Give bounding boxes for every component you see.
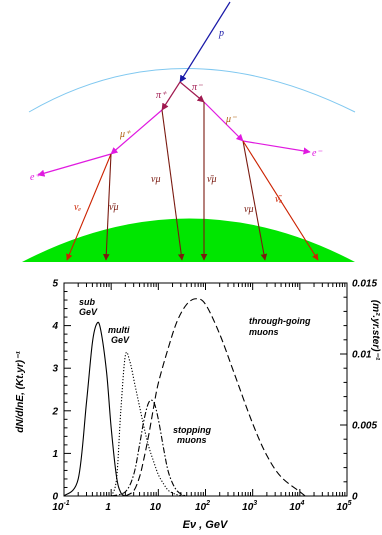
y-left-tick-label: 3 bbox=[52, 364, 58, 375]
multi-gev-annotation-1: multi bbox=[108, 325, 130, 335]
y-left-tick-label: 4 bbox=[51, 321, 58, 332]
y-right-tick-label: 0.01 bbox=[352, 350, 372, 361]
y-left-tick-label: 2 bbox=[51, 406, 58, 417]
pion-minus-track bbox=[179, 81, 205, 103]
pion-plus-track bbox=[161, 81, 181, 111]
nu-mu-mid-track bbox=[161, 109, 185, 261]
y-right-tick-label: 0.015 bbox=[352, 279, 377, 290]
x-tick-label: 102 bbox=[195, 500, 210, 513]
nu-mu-bar-left-track bbox=[102, 153, 112, 261]
nu-mu-right-label: νμ bbox=[244, 204, 253, 215]
nu-e-bar-label: ν̄ₑ bbox=[275, 194, 282, 205]
x-tick-label: 103 bbox=[242, 500, 257, 513]
y-left-tick-label: 5 bbox=[52, 279, 58, 290]
series-line-multi-gev bbox=[110, 351, 187, 496]
sub-gev-annotation-1: sub bbox=[79, 297, 96, 307]
left-axis-title: dN/dlnE, (Kt.yr)⁻¹ bbox=[15, 351, 26, 433]
x-tick-label: 1 bbox=[105, 502, 111, 513]
nu-mu-right-track bbox=[242, 140, 268, 261]
axis-ticks bbox=[63, 282, 348, 497]
atmosphere-arc bbox=[28, 68, 356, 113]
nu-e-bar-track bbox=[242, 140, 319, 261]
electron-minus-label: e⁻ bbox=[312, 148, 322, 159]
tick-labels: 0 1 2 3 4 5 0 0.005 0.01 0.015 10-1 1 10 102 103 104 105 bbox=[51, 279, 377, 514]
pion-minus-label: π⁻ bbox=[192, 82, 203, 93]
y-left-tick-label: 0 bbox=[52, 492, 58, 503]
x-tick-label: 104 bbox=[289, 500, 304, 513]
y-right-tick-label: 0.005 bbox=[352, 421, 377, 432]
pion-plus-label: π⁺ bbox=[156, 90, 167, 101]
muon-plus-label: μ⁺ bbox=[119, 129, 131, 140]
proton-track bbox=[179, 1, 231, 83]
energy-spectrum-chart: 0 1 2 3 4 5 0 0.005 0.01 0.015 10-1 1 10 102 103 104 105… bbox=[15, 279, 381, 532]
shower-diagram: p π⁺ π⁻ μ⁺ μ⁻ e⁺ e⁻ νₑ ν̄μ νμ ν̄μ νμ ν̄ₑ bbox=[22, 1, 356, 262]
series-line-through-going-muons bbox=[125, 298, 306, 496]
series-line-stopping-muons bbox=[111, 399, 187, 496]
x-tick-label: 105 bbox=[336, 500, 351, 513]
x-tick-label: 10 bbox=[150, 502, 162, 513]
electron-plus-track bbox=[37, 153, 112, 177]
muon-plus-track bbox=[110, 109, 163, 155]
series-curves bbox=[64, 298, 306, 496]
stopping-annotation-1: stopping bbox=[173, 425, 211, 435]
stopping-annotation-2: muons bbox=[177, 435, 207, 445]
through-going-annotation-1: through-going bbox=[249, 316, 311, 326]
nu-e-label: νₑ bbox=[74, 202, 81, 213]
nu-mu-bar-left-label: ν̄μ bbox=[109, 202, 118, 213]
through-going-annotation-2: muons bbox=[249, 327, 279, 337]
x-tick-label: 10-1 bbox=[52, 500, 69, 513]
right-axis-title: (m².yr.ster)⁻¹ bbox=[370, 300, 381, 361]
multi-gev-annotation-2: GeV bbox=[111, 335, 130, 345]
nu-e-track bbox=[66, 153, 112, 261]
earth-surface bbox=[22, 218, 355, 262]
x-axis-title: Eν , GeV bbox=[183, 519, 229, 531]
muon-minus-label: μ⁻ bbox=[225, 114, 237, 125]
y-left-tick-label: 1 bbox=[52, 449, 58, 460]
nu-mu-mid-label: νμ bbox=[151, 174, 160, 185]
series-line-sub-gev bbox=[64, 321, 126, 496]
plot-frame bbox=[63, 282, 348, 497]
muon-minus-track bbox=[203, 101, 244, 142]
electron-minus-track bbox=[242, 140, 311, 155]
proton-label: p bbox=[218, 28, 224, 39]
electron-plus-label: e⁺ bbox=[30, 172, 40, 183]
y-right-tick-label: 0 bbox=[352, 492, 358, 503]
sub-gev-annotation-2: GeV bbox=[79, 307, 98, 317]
nu-mu-bar-mid-label: ν̄μ bbox=[207, 174, 216, 185]
